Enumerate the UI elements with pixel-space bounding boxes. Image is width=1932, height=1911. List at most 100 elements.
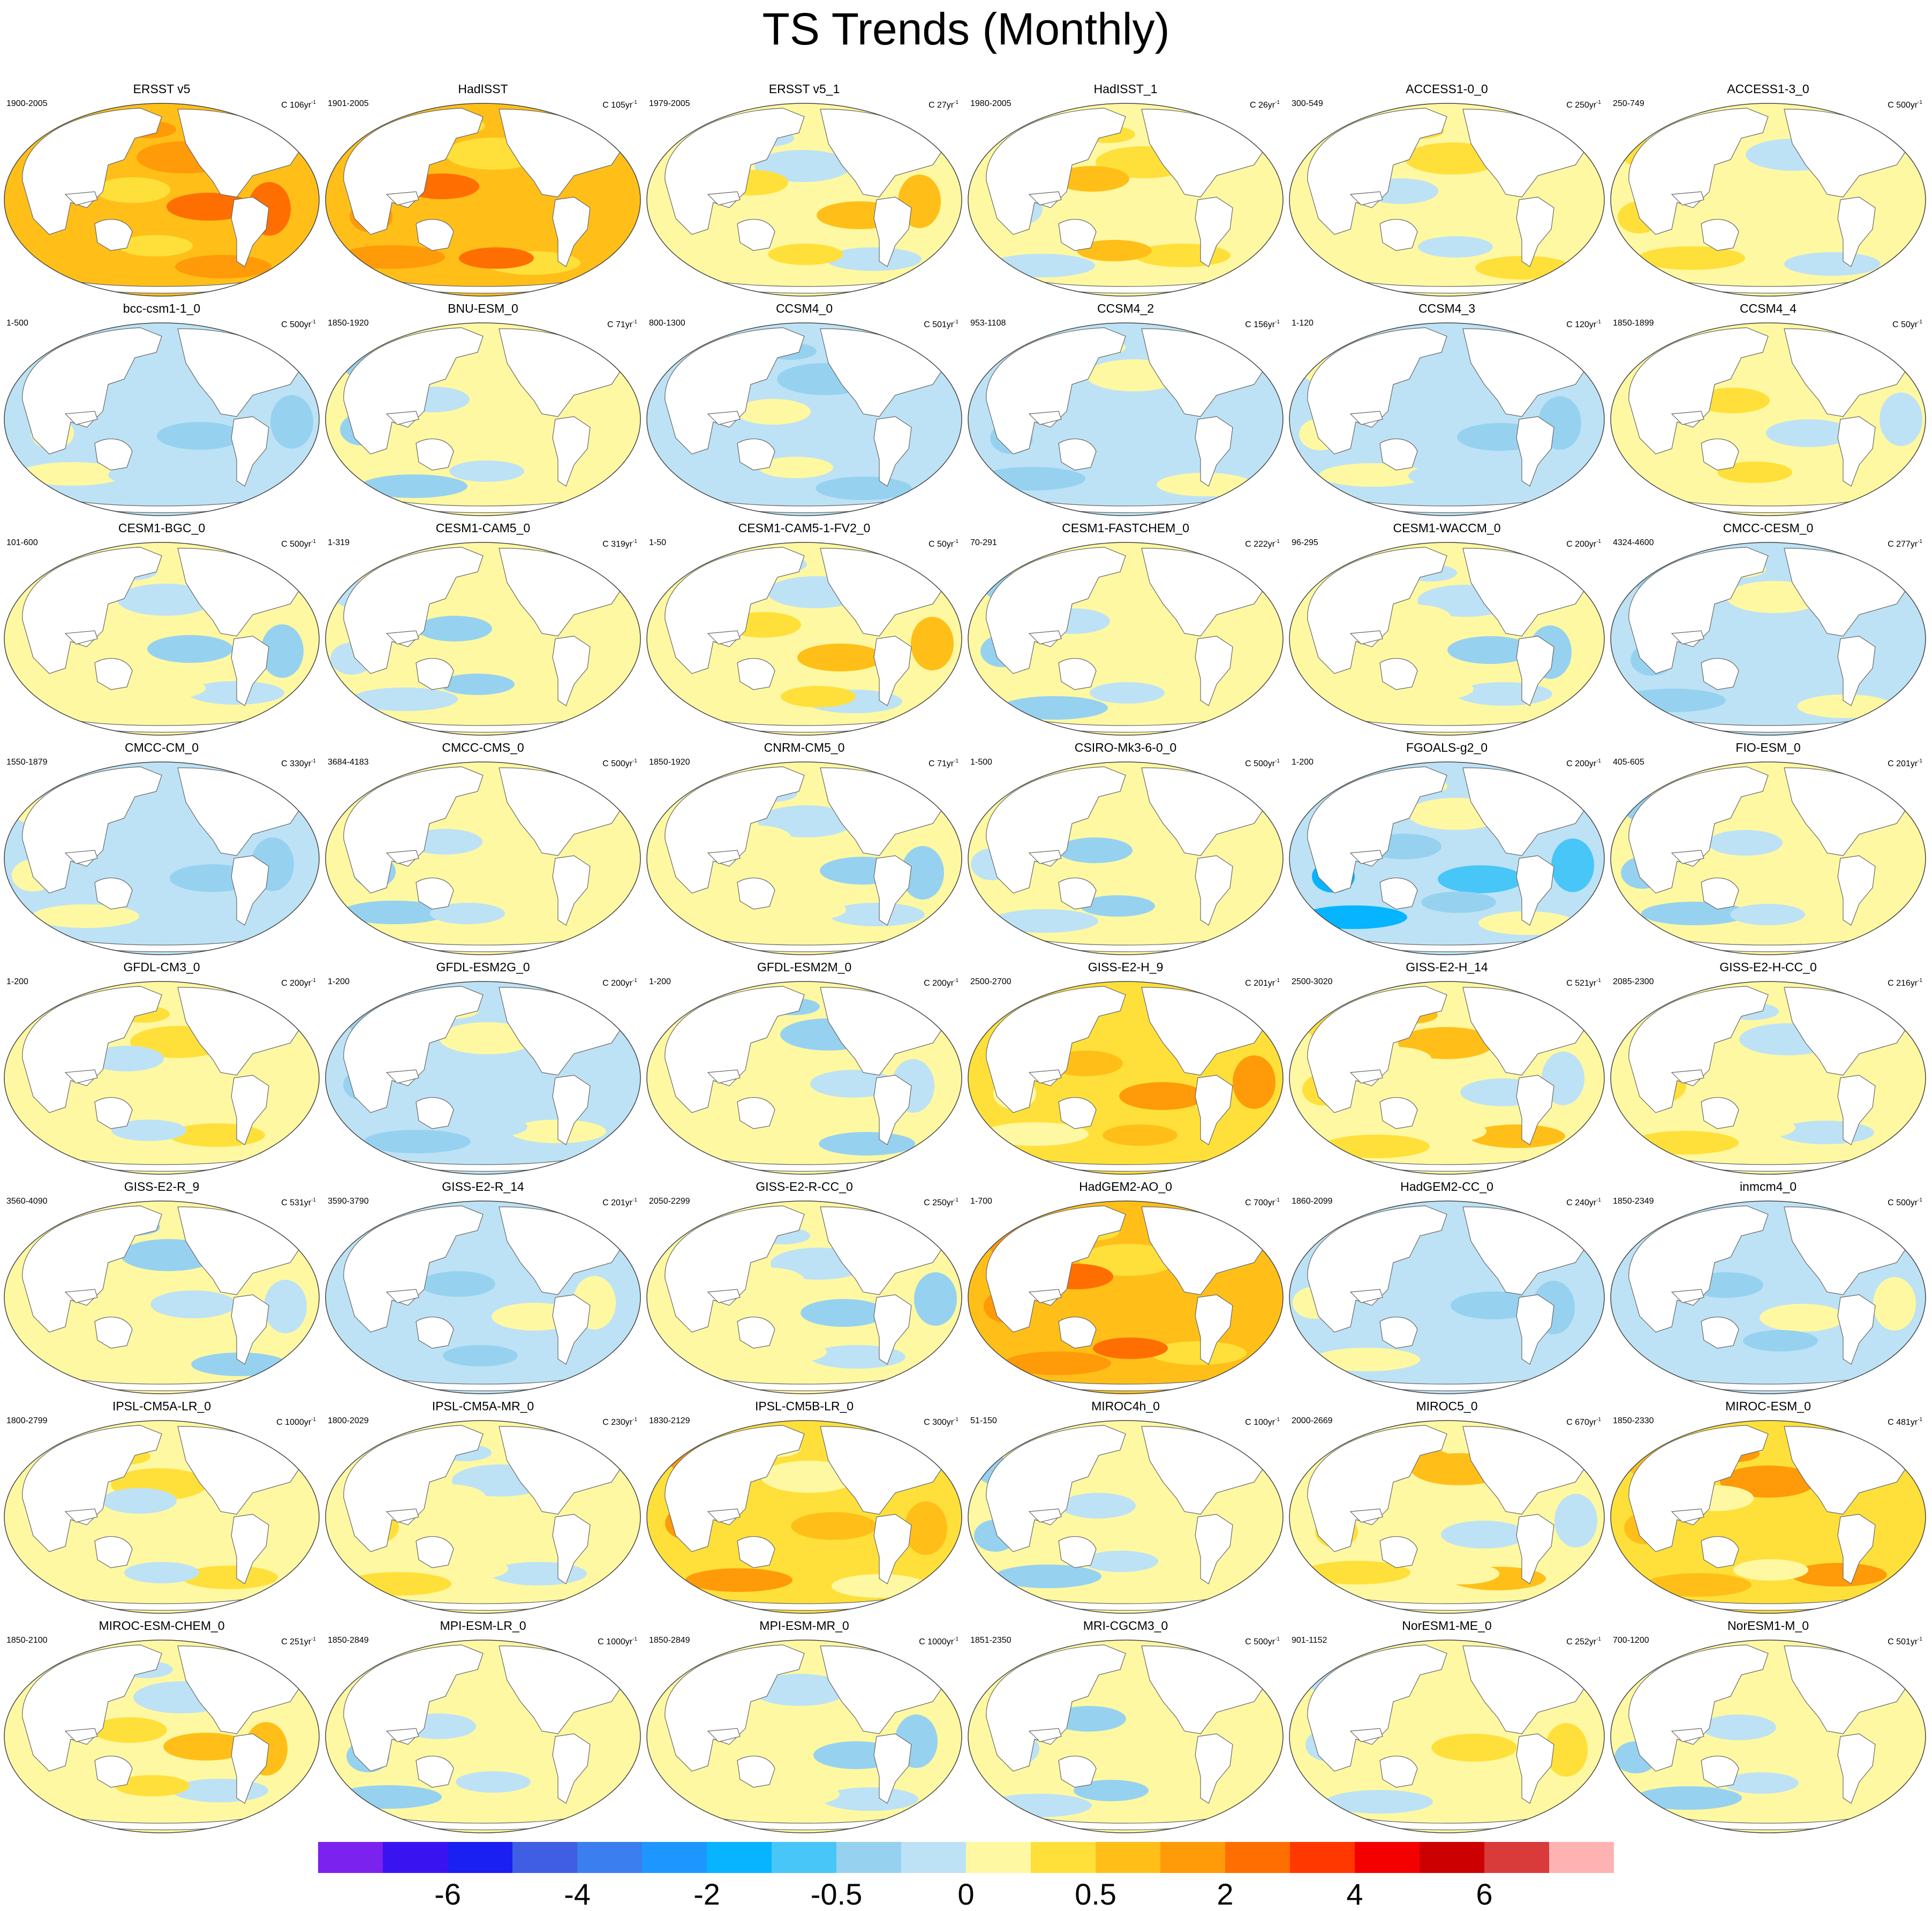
panel-scale-exponent: -1 (1275, 1636, 1280, 1642)
trend-anomaly (781, 686, 856, 707)
trend-anomaly (1421, 892, 1496, 913)
land-mass (873, 855, 912, 926)
land-mass (665, 547, 805, 674)
trend-anomaly (469, 1074, 555, 1101)
panel-scale: C 27yr-1 (929, 97, 959, 111)
land-mass (416, 878, 454, 910)
map-panel: MIROC-ESM-CHEM_0 1850-2100 C 251yr-1 (1, 1618, 322, 1838)
land-mass (1628, 766, 1769, 894)
map-panel: CESM1-WACCM_0 96-295 C 200yr-1 (1286, 520, 1608, 740)
land-mass (1628, 986, 1769, 1113)
land-mass (94, 1756, 133, 1788)
trend-anomaly (157, 422, 243, 450)
trend-anomaly (1769, 1075, 1855, 1102)
colorbar-swatch (772, 1842, 837, 1873)
map-plot (4, 103, 320, 297)
panel-title: CNRM-CM5_0 (764, 741, 845, 754)
map-border (968, 542, 1284, 736)
panel-scale-text: C 521yr (1566, 979, 1597, 988)
trend-anomaly (191, 1353, 288, 1376)
land-mass (1837, 416, 1876, 487)
panel-scale-text: C 120yr (1566, 320, 1597, 329)
map-panel: GISS-E2-H-CC_0 2085-2300 C 216yr-1 (1608, 960, 1929, 1179)
trend-anomaly (115, 1775, 190, 1796)
map-panel: MPI-ESM-MR_0 1850-2849 C 1000yr-1 (644, 1618, 965, 1838)
colorbar-swatch (1290, 1842, 1355, 1873)
land-mass (1349, 630, 1383, 645)
trend-anomaly (160, 1077, 246, 1105)
land-mass (1701, 439, 1739, 471)
trend-anomaly (1766, 419, 1852, 447)
trend-anomaly (801, 1299, 886, 1327)
map-plot (1610, 103, 1926, 297)
trend-anomaly (736, 399, 811, 425)
panel-scale-exponent: -1 (1275, 539, 1280, 545)
land-mass (707, 1728, 741, 1742)
land-mass (1195, 1733, 1233, 1804)
trend-anomaly (134, 1333, 209, 1354)
panel-scale: C 531yr-1 (281, 1195, 316, 1208)
panel-scale-text: C 100yr (1245, 1418, 1276, 1427)
trend-anomaly (663, 1339, 770, 1363)
map-plot (4, 542, 320, 736)
land-mass (386, 411, 419, 425)
trend-anomaly (991, 909, 1098, 933)
land-mass (64, 1289, 98, 1303)
map-plot (968, 1640, 1284, 1833)
land-mass (416, 1097, 454, 1129)
map-plot (4, 1200, 320, 1394)
trend-anomaly (261, 624, 304, 678)
panel-scale: C 277yr-1 (1888, 537, 1922, 550)
trend-anomaly (1459, 1354, 1556, 1377)
panel-year-range: 70-291 (970, 538, 997, 547)
panel-title: CESM1-WACCM_0 (1393, 521, 1501, 535)
panel-year-range: 1800-2799 (6, 1416, 48, 1425)
land-mass (986, 327, 1126, 455)
trend-anomaly (1469, 1124, 1565, 1148)
land-mass (986, 108, 1126, 235)
map-panel: IPSL-CM5A-MR_0 1800-2029 C 230yr-1 (322, 1399, 644, 1618)
panel-scale-text: C 319yr (602, 540, 633, 549)
trend-anomaly (1704, 175, 1779, 200)
trend-anomaly (433, 1558, 508, 1580)
trend-anomaly (175, 255, 271, 278)
trend-anomaly (440, 674, 515, 695)
panel-year-range: 1979-2005 (649, 99, 690, 108)
trend-anomaly (994, 1565, 1101, 1588)
land-mass (1671, 191, 1704, 206)
trend-anomaly (1137, 915, 1234, 939)
panel-title: MPI-ESM-LR_0 (440, 1619, 526, 1633)
land-mass (1516, 197, 1554, 267)
land-mass (986, 1205, 1126, 1333)
trend-anomaly (1701, 1714, 1776, 1740)
trend-anomaly (791, 1512, 877, 1540)
trend-anomaly (1376, 605, 1451, 630)
colorbar-tick-label: 4 (1346, 1877, 1363, 1911)
panel-title: CESM1-BGC_0 (118, 521, 206, 535)
panel-year-range: 1-700 (970, 1197, 992, 1206)
trend-anomaly (1157, 473, 1253, 496)
land-mass (416, 658, 454, 690)
map-panel: NorESM1-ME_0 901-1152 C 252yr-1 (1286, 1618, 1608, 1838)
land-mass (1058, 1756, 1097, 1788)
panel-scale-text: C 251yr (281, 1637, 312, 1646)
land-mass (1628, 1205, 1769, 1333)
map-panel: CMCC-CM_0 1550-1879 C 330yr-1 (1, 740, 322, 960)
trend-anomaly (1386, 391, 1461, 417)
panel-scale: C 500yr-1 (1245, 756, 1280, 769)
colorbar-swatch (1031, 1842, 1096, 1873)
land-mass (986, 1425, 1126, 1552)
panel-title: IPSL-CM5A-LR_0 (112, 1399, 212, 1413)
trend-anomaly (1110, 1295, 1195, 1323)
panel-scale: C 50yr-1 (929, 537, 959, 550)
panel-year-range: 800-1300 (649, 319, 685, 328)
panel-year-range: 1-120 (1292, 319, 1314, 328)
trend-anomaly (1638, 246, 1745, 270)
panel-year-range: 1850-1899 (1613, 319, 1654, 328)
panel-scale-exponent: -1 (1596, 539, 1601, 545)
trend-anomaly (1297, 250, 1404, 274)
trend-anomaly (472, 1729, 558, 1757)
trend-anomaly (739, 1054, 814, 1080)
map-border (1289, 542, 1605, 736)
land-mass (1516, 855, 1554, 926)
